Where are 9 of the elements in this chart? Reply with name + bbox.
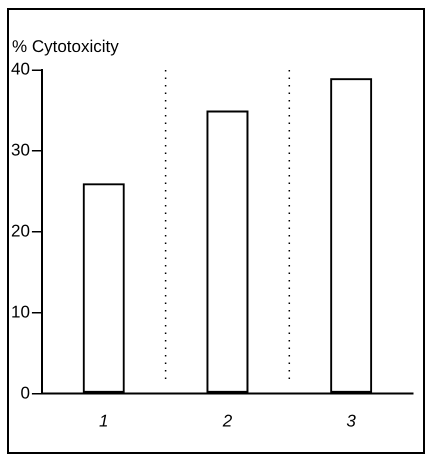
y-tick-label: 30 <box>10 140 30 160</box>
y-tick-label: 20 <box>10 221 30 240</box>
x-tick-label: 2 <box>222 412 233 431</box>
y-axis-title: % Cytotoxicity <box>12 37 120 56</box>
y-tick-label: 10 <box>10 302 30 322</box>
x-tick-label: 1 <box>99 412 108 431</box>
x-tick-label: 3 <box>346 412 356 431</box>
y-tick-label: 40 <box>10 60 30 79</box>
y-tick-label: 0 <box>20 383 30 402</box>
